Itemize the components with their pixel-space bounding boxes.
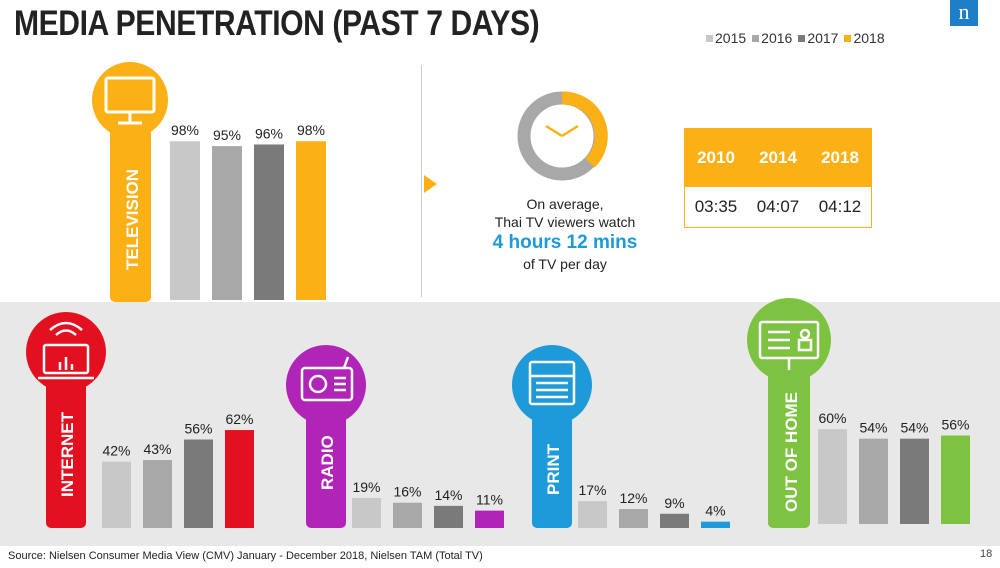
tv-viewing-info: On average, Thai TV viewers watch 4 hour… [470,195,660,273]
legend-item-2015: 2015 [706,30,746,46]
out-of-home-value-label-2016: 54% [859,420,887,436]
legend-label: 2015 [715,30,747,46]
table-year: 2018 [821,148,859,167]
internet-label: INTERNET [58,411,77,497]
legend-item-2018: 2018 [844,30,885,46]
out-of-home-stem [768,346,810,528]
television-lollipop: TELEVISION [92,62,168,302]
laptop-wifi-icon [38,321,94,380]
table-value: 03:35 [694,197,738,216]
internet-stem [46,360,86,528]
source-note: Source: Nielsen Consumer Media View (CMV… [8,550,483,562]
internet-bar-2017 [184,439,213,528]
table-value-row: 03:35 04:07 04:12 [685,187,871,227]
print-label: PRINT [544,443,563,495]
info-highlight: 4 hours 12 mins [492,232,638,253]
radio-value-label-2016: 16% [393,484,421,500]
newspaper-icon [528,360,576,406]
out-of-home-bar-2015 [818,429,847,524]
table-value: 04:07 [756,197,800,216]
legend-item-2017: 2017 [798,30,838,46]
out-of-home-value-label-2017: 54% [900,420,928,436]
nielsen-logo: n [950,0,978,26]
radio-value-label-2015: 19% [352,479,380,495]
legend-swatch [752,34,760,42]
television-bar-2017 [254,144,284,300]
radio-stem [306,392,346,528]
print-value-label-2018: 4% [705,503,725,519]
radio-value-label-2018: 11% [476,492,503,508]
print-stem [532,392,572,528]
print-circle [512,345,592,425]
internet-value-label-2017: 56% [184,421,212,437]
out-of-home-bar-2017 [900,438,929,524]
table-value: 04:12 [818,197,862,216]
arrow-icon [424,175,437,193]
radio-bar-2017 [434,505,463,528]
television-value-label-2017: 96% [255,125,283,141]
out-of-home-bar-2018 [941,435,970,524]
television-bar-2018 [296,141,326,300]
internet-bar-2015 [102,461,131,528]
billboard-icon [758,320,820,370]
print-bar-2016 [619,509,648,528]
television-value-label-2018: 98% [297,122,325,138]
info-line-3: of TV per day [523,256,607,272]
television-value-label-2016: 95% [213,127,241,143]
radio-value-label-2017: 14% [434,487,462,503]
print-value-label-2015: 17% [578,482,606,498]
internet-bar-2018 [225,430,254,528]
legend-swatch [844,34,852,42]
radio-label: RADIO [318,435,337,490]
out-of-home-bar-2016 [859,438,888,524]
radio-bar-2016 [393,502,422,528]
internet-value-label-2018: 62% [225,411,253,427]
radio-lollipop: RADIO [286,345,366,528]
print-value-label-2016: 12% [619,490,647,506]
television-value-label-2015: 98% [171,122,199,138]
clock-icon [517,91,608,181]
bars-layer: 98% 95% 96% 98% 42% 43% 56% 62% 19% 16% 14% 11% 17% 1… [102,122,970,528]
page-number: 18 [980,548,993,560]
radio-icon [300,356,354,402]
television-label: TELEVISION [123,169,142,270]
legend-label: 2017 [807,30,839,46]
television-stem [110,110,151,302]
out-of-home-lollipop: OUT OF HOME [747,298,831,528]
internet-value-label-2015: 42% [102,443,130,459]
legend-label: 2016 [761,30,793,46]
radio-bar-2018 [475,510,504,528]
table-header-row: 2010 2014 2018 [685,129,871,187]
print-value-label-2017: 9% [664,495,684,511]
info-line-2: Thai TV viewers watch [494,214,636,230]
internet-value-label-2016: 43% [143,441,171,457]
television-bar-2015 [170,141,200,300]
legend-item-2016: 2016 [752,30,792,46]
print-lollipop: PRINT [512,345,592,528]
out-of-home-label: OUT OF HOME [782,392,801,512]
out-of-home-value-label-2018: 56% [941,417,969,433]
legend-label: 2018 [853,30,885,46]
tv-viewing-time-table: 2010 2014 2018 03:35 04:07 04:12 [684,128,872,228]
radio-bar-2015 [352,497,381,528]
legend-swatch [798,34,806,42]
page-title: MEDIA PENETRATION (PAST 7 DAYS) [14,4,540,43]
print-bar-2018 [701,521,730,528]
chart-legend: 2015 2016 2017 2018 [706,30,885,46]
television-circle [92,62,168,138]
section-divider [421,65,422,297]
internet-bar-2016 [143,460,172,528]
tv-icon [104,76,156,125]
print-bar-2017 [660,513,689,528]
internet-lollipop: INTERNET [26,312,106,528]
legend-swatch [706,34,713,42]
table-year: 2014 [759,148,797,167]
table-year: 2010 [697,148,735,167]
info-line-1: On average, [526,196,604,212]
out-of-home-value-label-2015: 60% [818,410,846,426]
television-bar-2016 [212,146,242,300]
print-bar-2015 [578,501,607,528]
